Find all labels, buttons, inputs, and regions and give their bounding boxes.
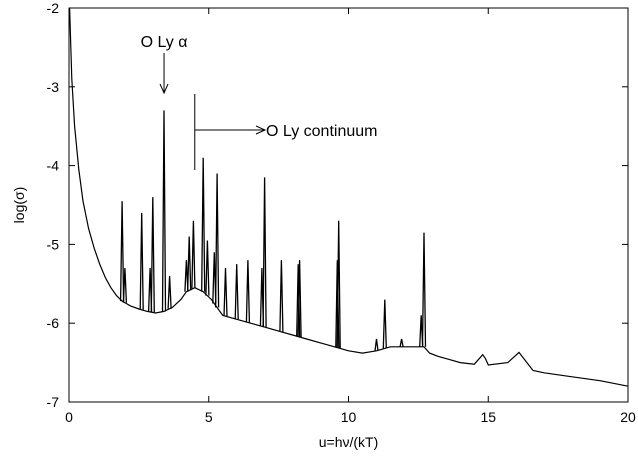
y-tick-label: -7 [47,394,60,410]
arrowhead-o-ly-alpha [159,83,169,95]
y-tick-label: -3 [47,79,60,95]
x-tick-label: 15 [480,409,496,425]
emission-line [119,201,125,302]
emission-line [201,157,206,292]
emission-line [335,260,340,348]
y-tick-label: -5 [47,236,60,252]
y-tick-label: -6 [47,315,60,331]
emission-line [214,173,220,308]
x-tick-label: 5 [205,409,213,425]
annotations: O Ly α O Ly continuum [141,34,377,170]
emission-line [399,338,404,347]
emission-line [262,177,267,328]
emission-line [161,110,167,312]
emission-line [279,260,284,332]
spectrum-series [69,7,629,387]
emission-line [421,232,427,347]
continuum-line [69,7,629,387]
annotation-o-ly-alpha: O Ly α [141,34,188,51]
y-axis-label: log(σ) [11,187,27,224]
emission-line [139,212,144,310]
emission-line [187,236,192,291]
tick-labels: 0 5 10 15 20 -2 -3 -4 -5 -6 -7 [47,0,636,425]
emission-line [191,220,196,289]
emission-line [205,240,210,296]
emission-line [245,260,251,323]
arrowhead-o-ly-continuum [255,125,267,135]
emission-line [167,275,172,309]
annotation-o-ly-continuum: O Ly continuum [266,123,377,140]
emission-line [234,264,239,320]
emission-line [336,220,341,349]
emission-line [297,260,302,338]
emission-line [122,267,128,303]
y-tick-label: -2 [47,0,60,16]
x-axis-label: u=hν/(kT) [319,434,379,450]
emission-line [223,267,228,317]
emission-line [150,197,155,313]
y-tick-label: -4 [47,158,60,174]
x-tick-label: 0 [65,409,73,425]
x-tick-label: 20 [620,409,636,425]
emission-line [374,338,379,351]
emission-line [382,299,387,349]
x-tick-label: 10 [341,409,357,425]
